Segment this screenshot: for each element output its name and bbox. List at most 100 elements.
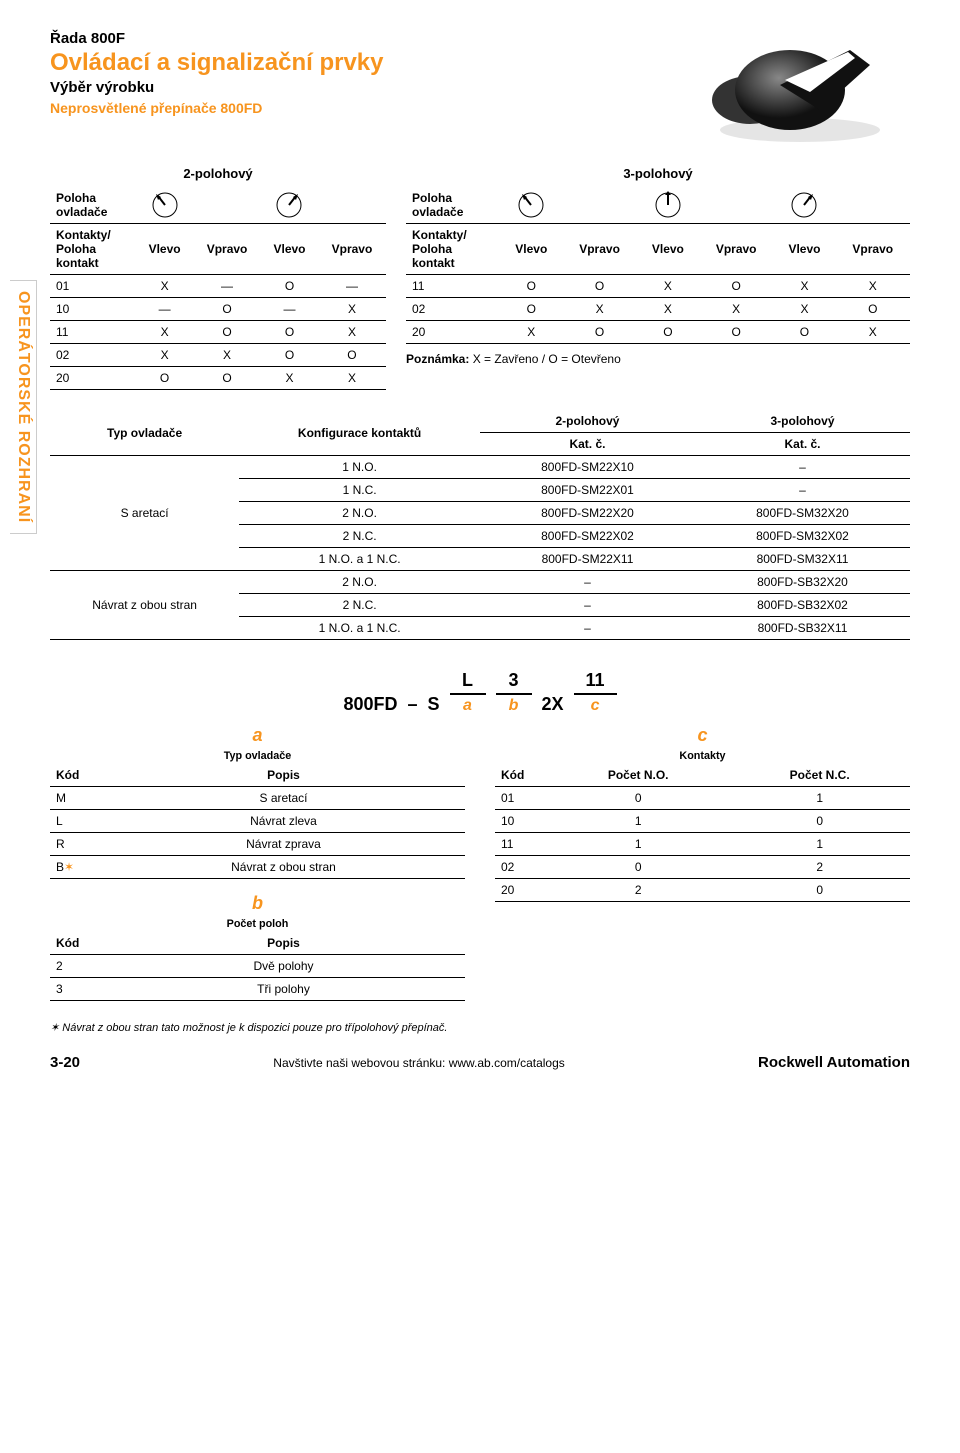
cell: L xyxy=(50,810,102,833)
cell: 11 xyxy=(50,321,136,344)
table-row: 02OXXXXO xyxy=(406,298,910,321)
cell: 1 xyxy=(547,833,729,856)
cell: 0 xyxy=(729,879,910,902)
catnum-dash: – xyxy=(407,694,417,715)
cell: X xyxy=(836,321,910,344)
table-a: KódPopis MS aretacíLNávrat zlevaRNávrat … xyxy=(50,764,465,879)
table-row: 1111 xyxy=(495,833,910,856)
cell: O xyxy=(193,321,261,344)
catnum-prefix: 800FD xyxy=(343,694,397,715)
hdr-kat: Kat. č. xyxy=(480,433,695,456)
cell: 2 N.C. xyxy=(239,594,480,617)
caption-3p: 3-polohový xyxy=(406,166,910,181)
cell: X xyxy=(136,321,193,344)
cell: O xyxy=(562,321,636,344)
cell: 3 xyxy=(50,978,102,1001)
hdr-vlevo: Vlevo xyxy=(500,224,562,275)
cell: — xyxy=(318,275,386,298)
label-b: b xyxy=(496,697,532,715)
icon-arrow xyxy=(500,187,562,224)
cell: X xyxy=(136,344,193,367)
table-c: Kód Počet N.O. Počet N.C. 01011010111102… xyxy=(495,764,910,902)
cell: O xyxy=(836,298,910,321)
cell: 800FD-SM22X02 xyxy=(480,525,695,548)
cell: 02 xyxy=(495,856,547,879)
cell: 01 xyxy=(50,275,136,298)
cell: O xyxy=(562,275,636,298)
cell: 20 xyxy=(495,879,547,902)
cell: X xyxy=(836,275,910,298)
cell: X xyxy=(318,321,386,344)
cell: X xyxy=(500,321,562,344)
hdr-vlevo: Vlevo xyxy=(773,224,835,275)
group-label: S aretací xyxy=(50,456,239,571)
cell: — xyxy=(261,298,318,321)
cell: O xyxy=(261,344,318,367)
cell: 1 N.O. xyxy=(239,456,480,479)
cell: 0 xyxy=(547,787,729,810)
top-tables: 2-polohový Poloha ovladače Kontakty/ Pol… xyxy=(50,166,910,390)
cell: X xyxy=(699,298,773,321)
hdr-poloha: Poloha ovladače xyxy=(50,187,136,224)
cell: X xyxy=(773,275,835,298)
title-c: Kontakty xyxy=(495,750,910,762)
icon-arrow xyxy=(637,187,699,224)
table-row: 1010 xyxy=(495,810,910,833)
table-row: S aretací1 N.O.800FD-SM22X10– xyxy=(50,456,910,479)
cell: X xyxy=(637,275,699,298)
product-image xyxy=(670,30,900,150)
cell: O xyxy=(637,321,699,344)
label-c: c xyxy=(574,697,617,715)
cell: 01 xyxy=(495,787,547,810)
sidebar-tab: OPERÁTORSKÉ ROZHRANÍ xyxy=(10,280,37,534)
hdr-2p: 2-polohový xyxy=(480,410,695,433)
table-row: 10—O—X xyxy=(50,298,386,321)
table-2pos: Poloha ovladače Kontakty/ Poloha kontakt… xyxy=(50,187,386,390)
cell: 20 xyxy=(406,321,500,344)
title-a: Typ ovladače xyxy=(50,750,465,762)
table-row: 0202 xyxy=(495,856,910,879)
table-row: 20OOXX xyxy=(50,367,386,390)
cell: O xyxy=(500,298,562,321)
icon-arrow xyxy=(773,187,835,224)
cell: 11 xyxy=(495,833,547,856)
cell: X xyxy=(562,298,636,321)
cell: O xyxy=(261,321,318,344)
cell: R xyxy=(50,833,102,856)
cell: 1 xyxy=(729,833,910,856)
hdr-popis: Popis xyxy=(102,932,465,955)
group-label: Návrat z obou stran xyxy=(50,571,239,640)
cell: 800FD-SB32X20 xyxy=(695,571,910,594)
cell: X xyxy=(637,298,699,321)
cell: O xyxy=(136,367,193,390)
cell: O xyxy=(500,275,562,298)
catnum-s: S xyxy=(427,694,439,715)
cell: 1 N.O. a 1 N.C. xyxy=(239,617,480,640)
table-catalog: Typ ovladače Konfigurace kontaktů 2-polo… xyxy=(50,410,910,640)
cell: 20 xyxy=(50,367,136,390)
hdr-typ: Typ ovladače xyxy=(50,410,239,456)
hdr-kontakt: Kontakty/ Poloha kontakt xyxy=(50,224,136,275)
table-row: 11OOXOXX xyxy=(406,275,910,298)
cell: – xyxy=(695,479,910,502)
cell: 02 xyxy=(50,344,136,367)
hdr-vlevo: Vlevo xyxy=(637,224,699,275)
table-row: 01X—O— xyxy=(50,275,386,298)
cell: 02 xyxy=(406,298,500,321)
page: OPERÁTORSKÉ ROZHRANÍ Řada 800F Ovládací … xyxy=(0,0,960,1091)
cell: 2 xyxy=(729,856,910,879)
cell: 11 xyxy=(406,275,500,298)
hdr-popis: Popis xyxy=(102,764,465,787)
table-b: KódPopis 2Dvě polohy3Tři polohy xyxy=(50,932,465,1001)
hdr-poloha: Poloha ovladače xyxy=(406,187,500,224)
cell: – xyxy=(480,617,695,640)
hdr-vpravo: Vpravo xyxy=(562,224,636,275)
cell: – xyxy=(480,594,695,617)
footer: 3-20 Navštivte naši webovou stránku: www… xyxy=(50,1054,910,1071)
cell: 800FD-SB32X02 xyxy=(695,594,910,617)
cell: – xyxy=(695,456,910,479)
cell: 800FD-SM22X20 xyxy=(480,502,695,525)
table-row: Návrat z obou stran2 N.O.–800FD-SB32X20 xyxy=(50,571,910,594)
cell: — xyxy=(193,275,261,298)
table-row: RNávrat zprava xyxy=(50,833,465,856)
